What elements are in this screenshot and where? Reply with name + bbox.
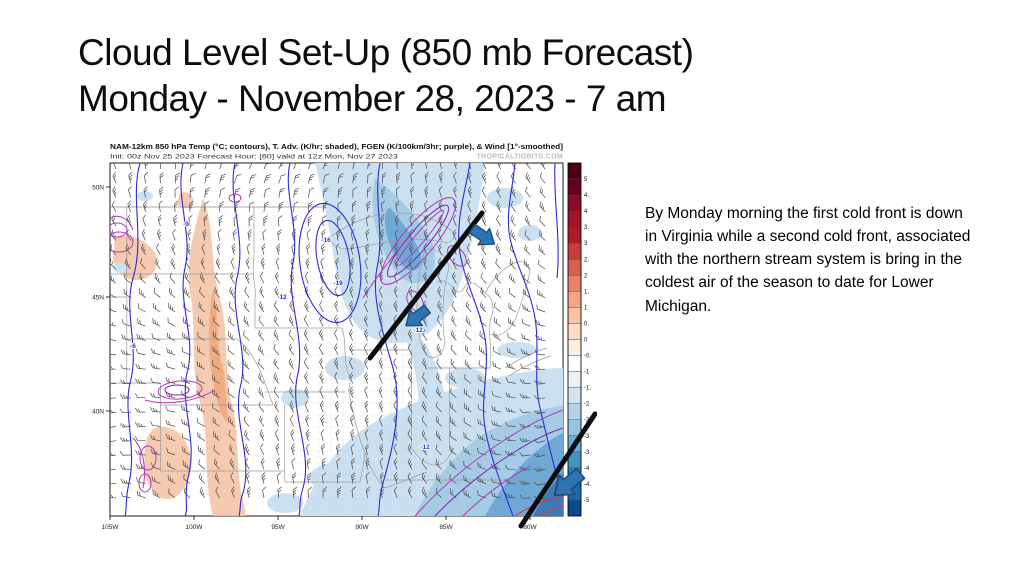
svg-text:1.: 1. (584, 289, 589, 295)
svg-text:-12: -12 (420, 444, 430, 451)
contour-labels: -9 -16 -19 -12 -12 -12 -6 (129, 220, 431, 452)
weather-map-svg: NAM-12km 850 hPa Temp (°C; contours), T.… (92, 143, 597, 531)
cold-front-line-2 (518, 411, 597, 529)
svg-text:-1.: -1. (584, 386, 591, 392)
svg-text:-2: -2 (584, 402, 590, 408)
svg-text:-3.: -3. (584, 450, 591, 456)
cold-front-line-1 (367, 210, 485, 361)
slide-title-line2: Monday - November 28, 2023 - 7 am (78, 78, 667, 119)
svg-text:80W: 80W (523, 524, 537, 531)
svg-text:0.: 0. (584, 321, 589, 327)
svg-text:-9: -9 (183, 221, 189, 228)
svg-text:-12: -12 (277, 294, 287, 301)
svg-text:3: 3 (584, 241, 588, 247)
wind-barbs-layer (110, 163, 546, 500)
svg-text:1: 1 (584, 305, 588, 311)
svg-text:-3: -3 (584, 434, 590, 440)
svg-text:-19: -19 (333, 280, 343, 287)
svg-text:105W: 105W (102, 524, 120, 531)
svg-text:-6: -6 (130, 343, 136, 350)
svg-text:-4: -4 (584, 466, 590, 472)
temperature-contours (124, 163, 563, 516)
svg-text:5: 5 (584, 177, 588, 183)
svg-text:4.: 4. (584, 193, 589, 199)
front-motion-arrow-icon (405, 304, 432, 327)
svg-text:2: 2 (584, 273, 588, 279)
svg-text:3.: 3. (584, 225, 589, 231)
svg-text:95W: 95W (271, 524, 285, 531)
annotation-text: By Monday morning the first cold front i… (645, 204, 971, 315)
slide-title-line1: Cloud Level Set-Up (850 mb Forecast) (78, 32, 694, 73)
svg-text:-0.: -0. (584, 354, 591, 360)
svg-text:85W: 85W (439, 524, 453, 531)
map-axes: 50N 45N 40N 105W 100W 95W 90W 85W 80W (92, 184, 537, 531)
svg-text:-12: -12 (413, 327, 423, 334)
svg-text:50N: 50N (92, 184, 104, 191)
weather-map-image: NAM-12km 850 hPa Temp (°C; contours), T.… (85, 138, 597, 535)
slide-title: Cloud Level Set-Up (850 mb Forecast) Mon… (78, 30, 694, 122)
svg-text:45N: 45N (92, 294, 104, 301)
svg-text:2.: 2. (584, 257, 589, 263)
svg-text:4: 4 (584, 209, 588, 215)
svg-text:0: 0 (584, 338, 588, 344)
map-watermark: TROPICALTIDBITS.COM (477, 154, 563, 161)
front-motion-arrow-icon (553, 467, 586, 497)
colorbar: 54.43.32.21.10.0-0.-1-1.-2-2.-3-3.-4-4.-… (567, 162, 591, 517)
svg-text:-1: -1 (584, 370, 590, 376)
front-motion-arrow-icon (468, 223, 496, 246)
svg-text:40N: 40N (92, 408, 104, 415)
svg-text:90W: 90W (355, 524, 369, 531)
front-annotations (367, 210, 597, 529)
cold-advection-shading (113, 163, 563, 516)
map-header-init: Init: 00z Nov 25 2023 Forecast Hour: [60… (110, 154, 399, 161)
svg-text:100W: 100W (186, 524, 204, 531)
svg-text:-4.: -4. (584, 482, 591, 488)
svg-text:-5: -5 (584, 498, 590, 504)
fgen-contours (110, 193, 563, 516)
map-header-title: NAM-12km 850 hPa Temp (°C; contours), T.… (110, 143, 563, 151)
svg-text:-16: -16 (321, 237, 331, 244)
